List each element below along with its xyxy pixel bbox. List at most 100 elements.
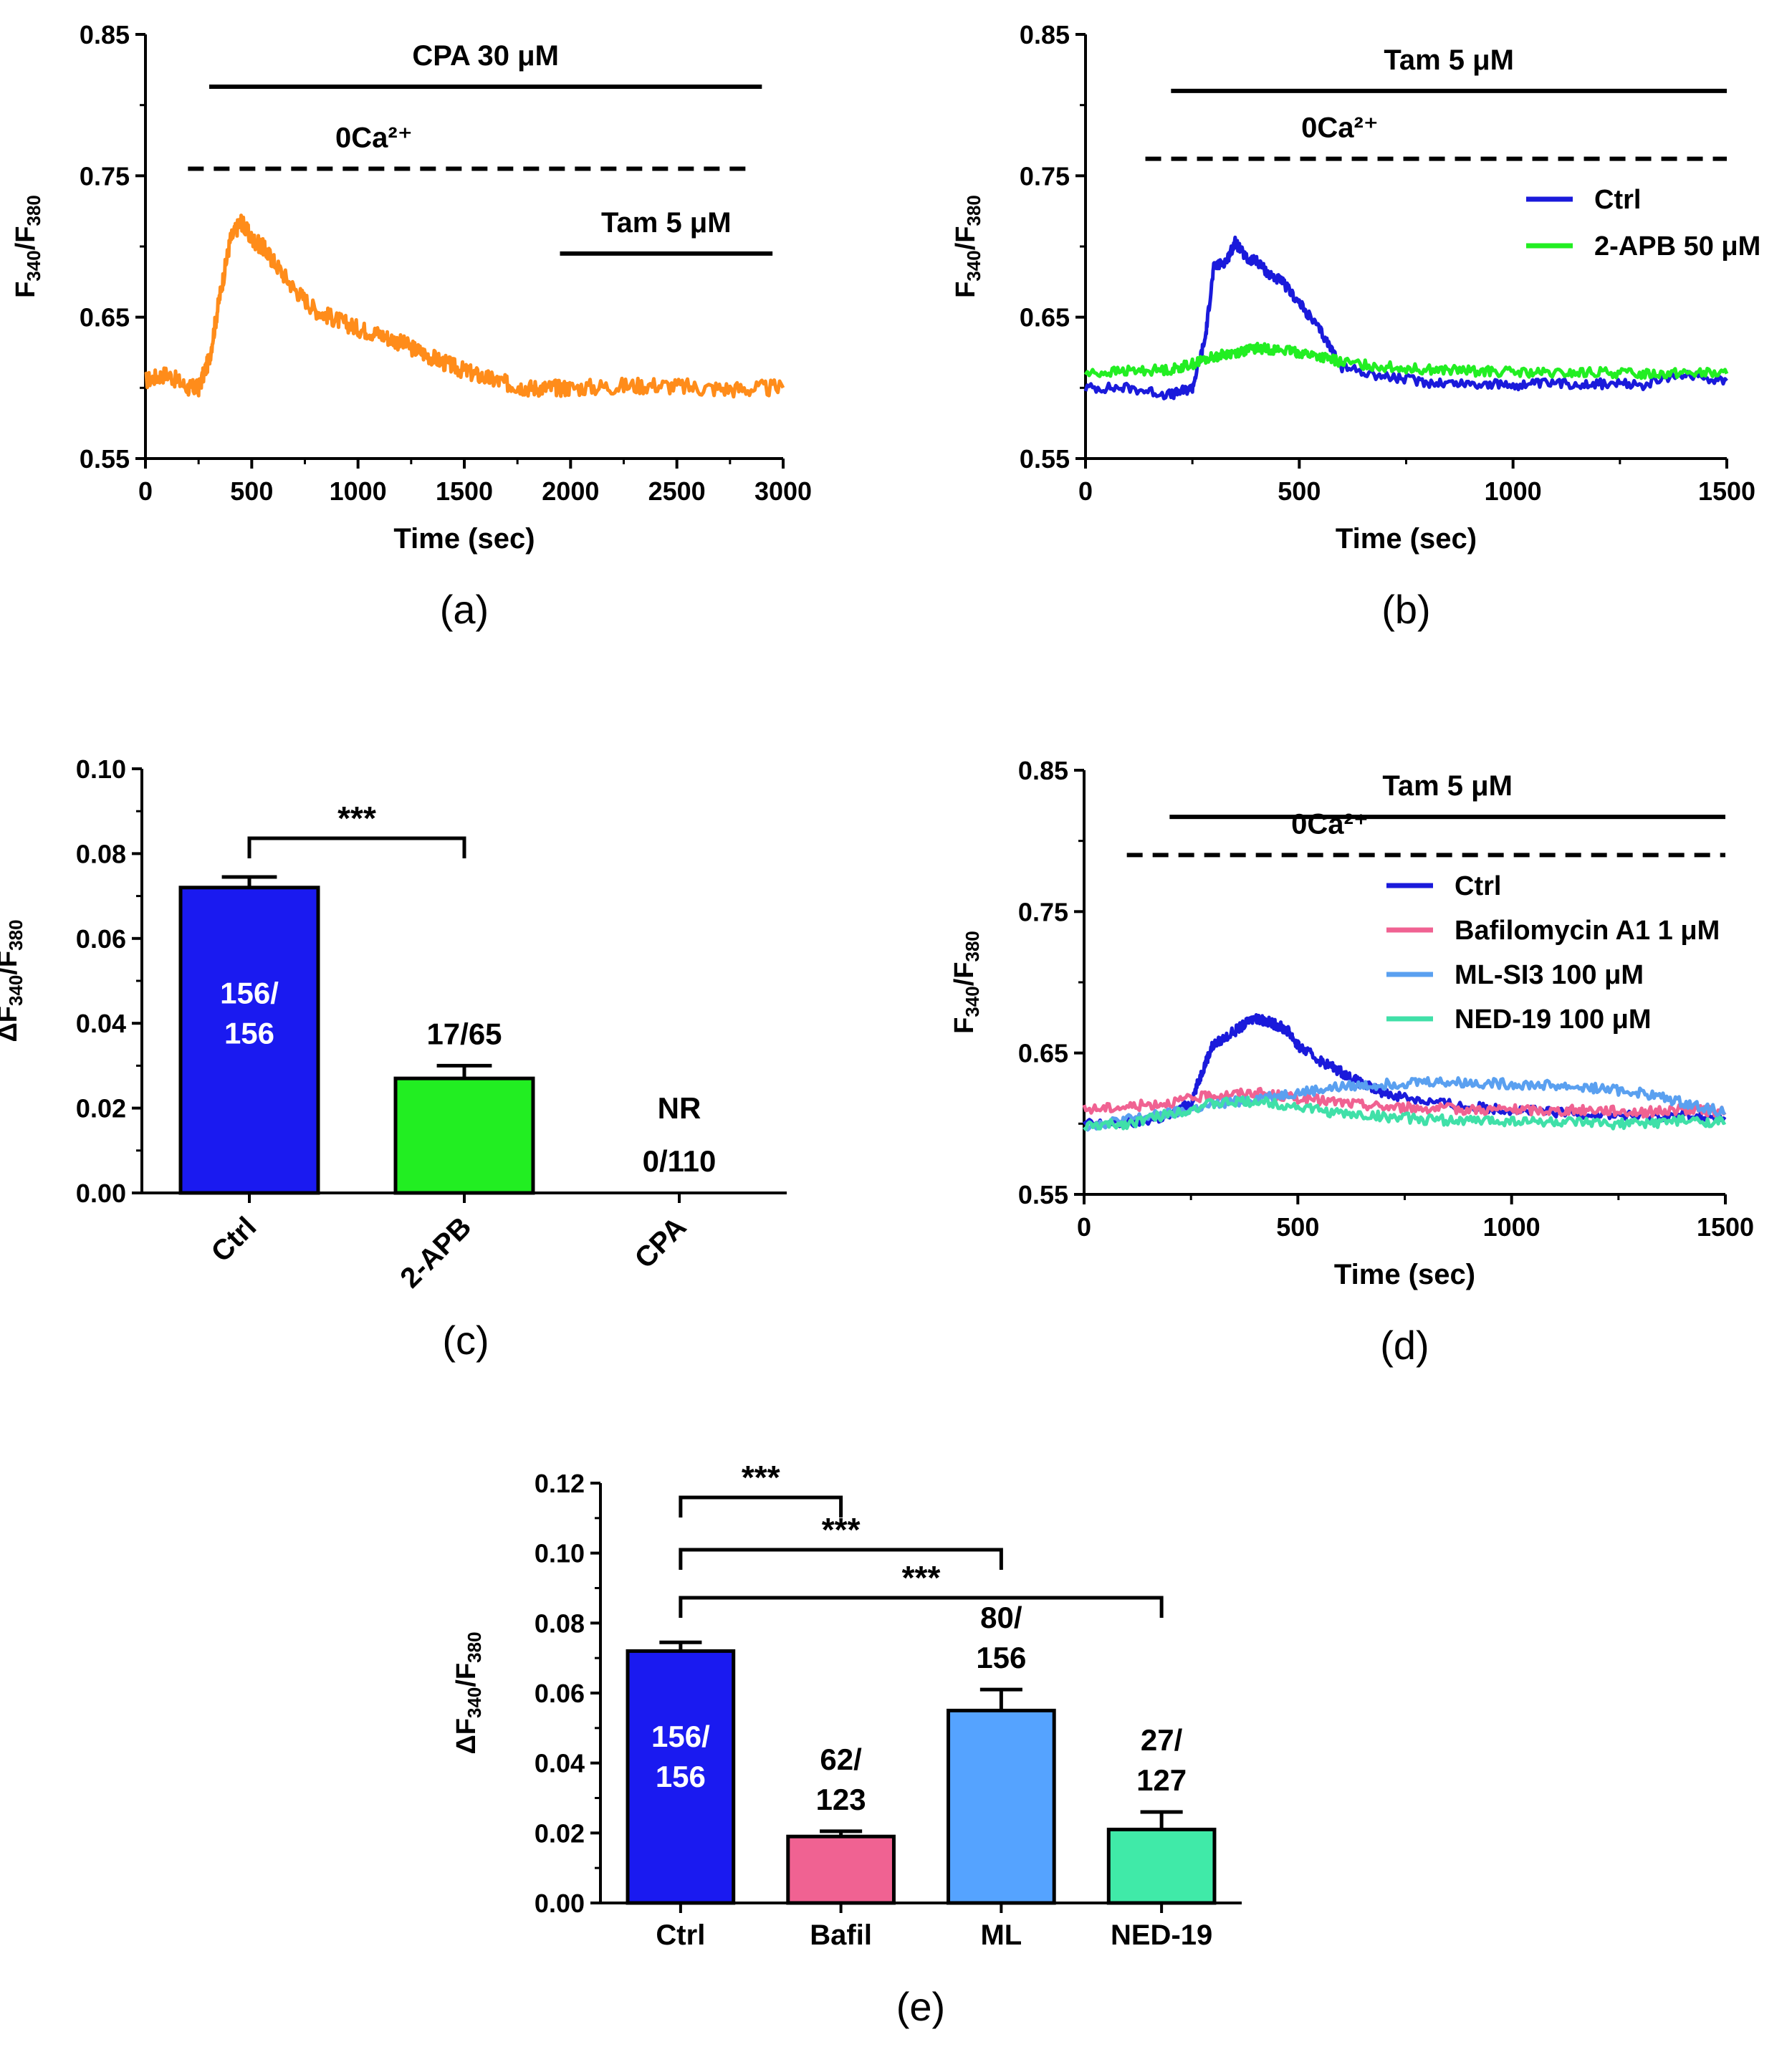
y-axis-label-part: /F [949, 962, 979, 987]
x-tick-label: 0 [1077, 1212, 1091, 1242]
legend-label: NED-19 100 μM [1455, 1005, 1652, 1035]
y-axis-label-subscript: 380 [5, 919, 27, 950]
x-tick-label: 3000 [754, 476, 812, 506]
bar-count-label: 156 [224, 1017, 274, 1050]
bar-count-label: 156/ [220, 977, 279, 1010]
y-axis-label-part: /F [11, 226, 41, 251]
bar-bafil [786, 1834, 896, 1905]
y-tick-label: 0.12 [535, 1469, 585, 1498]
y-axis-label-part: ΔF [0, 1006, 23, 1042]
bar-count-label: 156/ [651, 1720, 710, 1753]
bar-count-label: 17/65 [426, 1017, 502, 1050]
y-tick-label: 0.55 [80, 444, 130, 474]
series-line-ctrl [1083, 235, 1728, 401]
y-axis-label: F340/F380 [951, 195, 984, 298]
series-line-ned-19-100-m [1083, 1095, 1727, 1131]
y-tick-label: 0.06 [76, 924, 126, 954]
category-label: Bafil [810, 1919, 872, 1951]
y-tick-label: 0.08 [535, 1608, 585, 1638]
x-tick-label: 0 [1078, 476, 1093, 506]
significance-bracket [679, 1495, 843, 1518]
y-axis-label-subscript: 380 [963, 195, 984, 226]
bar-count-label: 27/ [1141, 1723, 1183, 1757]
category-label: 2-APB [394, 1211, 477, 1294]
x-tick-label: 500 [1276, 1212, 1319, 1242]
legend-label: Bafilomycin A1 1 μM [1455, 916, 1720, 946]
condition-label: 0Ca²⁺ [335, 122, 413, 153]
panel-label: (a) [440, 587, 489, 632]
y-tick-label: 0.75 [1018, 897, 1068, 926]
y-tick-label: 0.85 [1018, 756, 1068, 785]
y-tick-label: 0.04 [76, 1009, 126, 1038]
bar-ned-19 [1106, 1827, 1217, 1905]
category-label: ML [980, 1919, 1022, 1951]
y-axis-label-part: F [949, 1017, 979, 1034]
y-axis-label-part: F [11, 282, 41, 298]
y-tick-label: 0.85 [80, 20, 130, 49]
y-axis-label: F340/F380 [949, 931, 983, 1034]
y-tick-label: 0.65 [1020, 303, 1070, 332]
significance-stars: *** [902, 1559, 941, 1596]
condition-label: 0Ca²⁺ [1291, 808, 1369, 840]
y-axis-label-part: F [951, 282, 981, 298]
x-axis-label: Time (sec) [393, 523, 535, 555]
y-tick-label: 0.55 [1018, 1180, 1068, 1209]
y-axis-label-subscript: 380 [23, 195, 44, 226]
y-axis-label-part: /F [951, 226, 981, 251]
category-label: Ctrl [206, 1211, 263, 1268]
category-label: CPA [629, 1211, 693, 1275]
y-tick-label: 0.08 [76, 839, 126, 868]
y-tick-label: 0.10 [76, 754, 126, 784]
bar-count-label: 156 [656, 1760, 706, 1793]
x-tick-label: 1000 [1485, 476, 1542, 506]
x-axis-label: Time (sec) [1336, 523, 1477, 555]
y-axis-label-subscript: 340 [963, 250, 984, 281]
y-tick-label: 0.00 [535, 1889, 585, 1918]
x-tick-label: 2500 [648, 476, 706, 506]
bar-ml [947, 1708, 1056, 1905]
panel-label: (e) [896, 1984, 945, 2029]
y-axis-label-subscript: 340 [5, 975, 27, 1006]
y-axis-label-subscript: 340 [23, 250, 44, 281]
condition-label: Tam 5 μM [1384, 44, 1514, 76]
condition-label: Tam 5 μM [601, 207, 732, 239]
x-tick-label: 1500 [1697, 1212, 1754, 1242]
y-tick-label: 0.75 [1020, 161, 1070, 191]
y-tick-label: 0.55 [1020, 444, 1070, 474]
x-tick-label: 1500 [436, 476, 493, 506]
series-line-bafilomycin-a1-1-m [1082, 1086, 1727, 1119]
bar-ctrl [178, 886, 320, 1195]
y-axis-label-subscript: 380 [962, 931, 983, 962]
legend-label: Ctrl [1455, 871, 1501, 901]
y-axis-label: ΔF340/F380 [451, 1631, 485, 1754]
series-line-trace [144, 214, 785, 399]
significance-stars: *** [337, 800, 376, 837]
bar-count-label: 156 [976, 1641, 1026, 1674]
significance-bracket [247, 836, 466, 858]
condition-label: Tam 5 μM [1382, 770, 1513, 802]
bar-count-label: 0/110 [643, 1144, 717, 1178]
panel-a: 0.55 0.65 0.75 0.85 0 500 1000 1500 2000 2500 3000… [11, 20, 812, 632]
series-line-2-apb-50-m [1083, 342, 1729, 380]
x-tick-label: 1000 [1483, 1212, 1541, 1242]
legend-label: 2-APB 50 μM [1594, 231, 1760, 262]
panel-label: (c) [442, 1318, 489, 1363]
x-axis-label: Time (sec) [1334, 1259, 1475, 1290]
y-axis-label-subscript: 340 [962, 986, 983, 1017]
category-label: Ctrl [656, 1919, 705, 1951]
condition-label: CPA 30 μM [412, 40, 559, 72]
y-tick-label: 0.65 [80, 303, 130, 332]
y-tick-label: 0.00 [76, 1179, 126, 1208]
y-axis-label: F340/F380 [11, 195, 44, 298]
significance-stars: *** [742, 1459, 780, 1496]
y-axis-label-part: ΔF [451, 1718, 481, 1755]
bar-count-label: 123 [816, 1783, 866, 1816]
y-tick-label: 0.85 [1020, 20, 1070, 49]
y-tick-label: 0.10 [535, 1539, 585, 1568]
y-axis-label-subscript: 340 [464, 1687, 485, 1718]
legend-label: Ctrl [1594, 185, 1641, 215]
panel-e: 0.00 0.02 0.04 0.06 0.08 0.10 0.12 ΔF340/F380 Ct… [451, 1459, 1242, 2029]
